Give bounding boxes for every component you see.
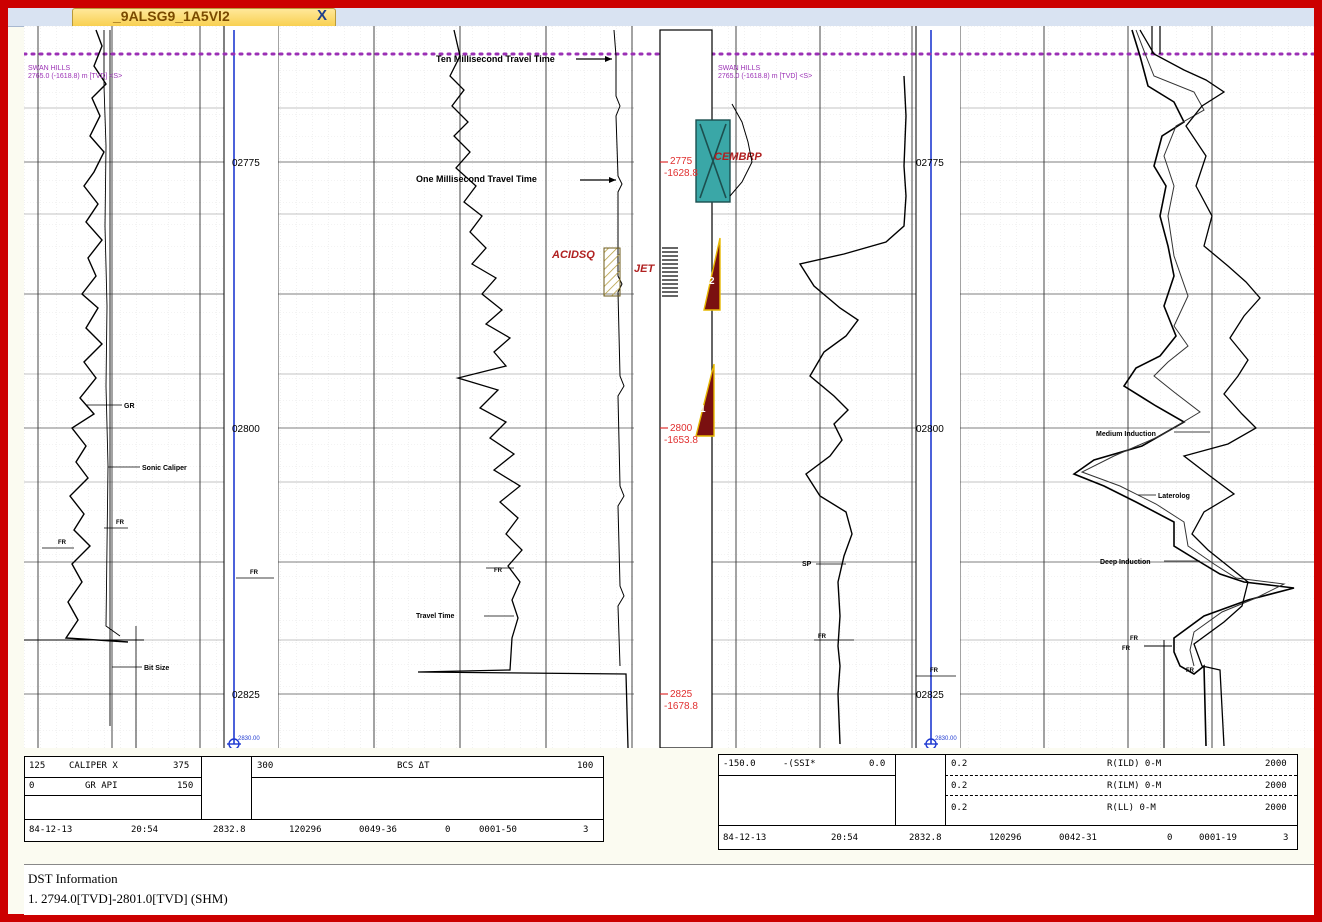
depth-2775-right: 02775 <box>916 158 944 169</box>
ilm-curve <box>1080 29 1286 667</box>
footer-code: 0049-36 <box>359 825 397 835</box>
bit-size-label: Bit Size <box>144 665 169 672</box>
ilm-name: R(ILM) 0-M <box>1107 781 1162 791</box>
acid-squeeze-interval <box>603 247 621 297</box>
footer-pass: 3 <box>583 825 589 835</box>
tvd-2800: -1653.8 <box>664 435 698 446</box>
footer-date: 84-12-13 <box>29 825 73 835</box>
dst-information-panel: DST Information 1. 2794.0[TVD]-2801.0[TV… <box>24 864 1314 915</box>
svg-text:FR: FR <box>930 668 939 674</box>
perf-interval-1 <box>695 363 715 437</box>
footer-depth: 2832.8 <box>213 825 246 835</box>
acid-label: ACIDSQ <box>551 249 595 261</box>
travel-time-label: Travel Time <box>416 613 455 620</box>
svg-text:FR: FR <box>58 540 67 546</box>
well-log-canvas[interactable]: Ten Millisecond Travel Time One Millisec… <box>24 26 1314 748</box>
sp-min: -150.0 <box>723 759 756 769</box>
svg-text:2: 2 <box>709 276 715 287</box>
svg-text:FR: FR <box>494 568 503 574</box>
ilm-min: 0.2 <box>951 781 968 791</box>
travel-time-curve <box>417 29 629 748</box>
caliper-min: 125 <box>29 761 46 771</box>
depth-2825-left: 02825 <box>232 690 260 701</box>
medium-induction-label: Medium Induction <box>1096 431 1156 438</box>
log-header-right: -150.0 -(SSI* 0.0 0.2 R(ILD) 0-M 2000 0.… <box>718 754 1298 850</box>
footer-id: 120296 <box>289 825 322 835</box>
depth-2825-right: 02825 <box>916 690 944 701</box>
svg-text:FR: FR <box>818 634 827 640</box>
svg-text:FR: FR <box>1130 636 1139 642</box>
depth-2800-right: 02800 <box>916 424 944 435</box>
ll-min: 0.2 <box>951 803 968 813</box>
ild-name: R(ILD) 0-M <box>1107 759 1162 769</box>
sp-curve <box>798 75 907 745</box>
md-2825: 2825 <box>670 689 693 700</box>
marker-sub-right: 2765.0 (-1618.8) m [TVD] <S> <box>718 73 812 80</box>
ild-min: 0.2 <box>951 759 968 769</box>
caliper-max: 375 <box>173 761 190 771</box>
sp-max: 0.0 <box>869 759 886 769</box>
ll-max: 2000 <box>1265 803 1287 813</box>
footer-date-right: 84-12-13 <box>723 833 767 843</box>
ten-ms-label: Ten Millisecond Travel Time <box>436 54 555 64</box>
md-2800: 2800 <box>670 423 693 434</box>
bottom-depth-right: 2830.00 <box>935 736 957 742</box>
gr-label: GR <box>124 403 135 410</box>
svg-text:FR: FR <box>250 570 259 576</box>
depth-2775-left: 02775 <box>232 158 260 169</box>
svg-text:FR: FR <box>1122 646 1131 652</box>
gr-name: GR API <box>85 781 118 791</box>
marker-sub-left: 2765.0 (-1618.8) m [TVD] <S> <box>28 73 122 80</box>
footer-zero: 0 <box>445 825 451 835</box>
jet-label: JET <box>634 263 655 275</box>
md-2775: 2775 <box>670 156 693 167</box>
bcs-max: 100 <box>577 761 594 771</box>
ll-name: R(LL) 0-M <box>1107 803 1156 813</box>
bcs-min: 300 <box>257 761 274 771</box>
marker-title-left: SWAN HILLS <box>28 65 70 72</box>
ll-curve <box>1139 29 1261 747</box>
dst-title: DST Information <box>28 871 118 886</box>
footer-run-right: 0001-19 <box>1199 833 1237 843</box>
ilm-max: 2000 <box>1265 781 1287 791</box>
svg-text:FR: FR <box>116 520 125 526</box>
caliper-name: CALIPER X <box>69 761 118 771</box>
depth-2800-left: 02800 <box>232 424 260 435</box>
dst-entry[interactable]: 1. 2794.0[TVD]-2801.0[TVD] (SHM) <box>28 891 228 906</box>
one-ms-label: One Millisecond Travel Time <box>416 174 537 184</box>
sp-label: SP <box>802 561 812 568</box>
footer-depth-right: 2832.8 <box>909 833 942 843</box>
sonic-caliper-label: Sonic Caliper <box>142 465 187 472</box>
ild-curve <box>1072 29 1295 747</box>
footer-pass-right: 3 <box>1283 833 1289 843</box>
laterolog-label: Laterolog <box>1158 493 1190 500</box>
gr-curve <box>64 29 129 643</box>
bottom-depth-left: 2830.00 <box>238 736 260 742</box>
svg-text:FR: FR <box>1186 668 1195 674</box>
caliper-curve <box>103 30 121 637</box>
footer-run: 0001-50 <box>479 825 517 835</box>
tab-title: _9ALSG9_1A5Vl2 <box>113 8 230 24</box>
log-tab[interactable]: _9ALSG9_1A5Vl2 X <box>72 7 336 27</box>
perf-interval-2 <box>703 237 721 311</box>
close-icon[interactable]: X <box>316 7 327 24</box>
tab-bar: _9ALSG9_1A5Vl2 X <box>8 7 1314 27</box>
tvd-2775: -1628.8 <box>664 168 698 179</box>
svg-text:1: 1 <box>700 404 706 415</box>
marker-title-right: SWAN HILLS <box>718 65 760 72</box>
log-header-left: 125 CALIPER X 375 0 GR API 150 300 BCS Δ… <box>24 756 604 842</box>
gr-max: 150 <box>177 781 194 791</box>
footer-time-right: 20:54 <box>831 833 859 843</box>
sp-name: -(SSI* <box>783 759 816 769</box>
gr-min: 0 <box>29 781 35 791</box>
bcs-name: BCS ΔT <box>397 761 430 771</box>
cement-label: CEMBRP <box>714 151 762 163</box>
footer-zero-right: 0 <box>1167 833 1173 843</box>
tvd-2825: -1678.8 <box>664 701 698 712</box>
ild-max: 2000 <box>1265 759 1287 769</box>
deep-induction-label: Deep Induction <box>1100 559 1151 566</box>
footer-id-right: 120296 <box>989 833 1022 843</box>
footer-time: 20:54 <box>131 825 159 835</box>
footer-code-right: 0042-31 <box>1059 833 1097 843</box>
